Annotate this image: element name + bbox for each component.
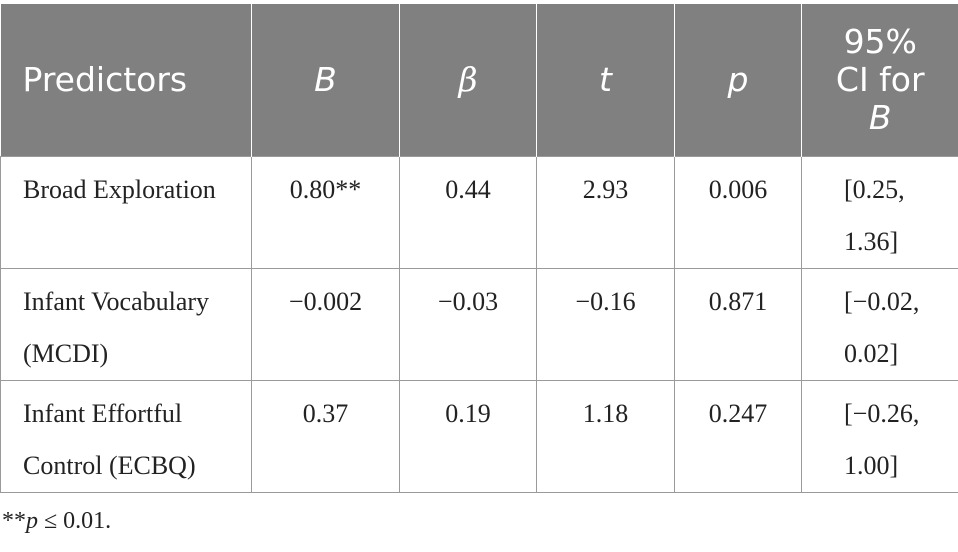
header-b: B [251,4,400,157]
cell-b: 0.80** [251,156,400,269]
footnote-text: ≤ 0.01. [38,508,112,534]
header-p: p [674,4,802,157]
header-ci-line1: 95% [843,22,917,61]
footnote-stars: ** [2,508,26,534]
header-t: t [536,4,675,157]
cell-ci-low: [−0.02, [844,287,920,316]
cell-p: 0.247 [674,380,802,493]
cell-ci-low: [0.25, [844,175,905,204]
cell-ci-high: 0.02] [844,339,899,368]
cell-ci: [−0.26, 1.00] [801,380,958,493]
cell-ci: [−0.02, 0.02] [801,268,958,381]
cell-t: 1.18 [536,380,675,493]
cell-b: 0.37 [251,380,400,493]
cell-ci-low: [−0.26, [844,399,920,428]
table-row: Infant Vocabulary (MCDI) −0.002 −0.03 −0… [0,268,958,381]
cell-p: 0.006 [674,156,802,269]
table-body: Broad Exploration 0.80** 0.44 2.93 0.006… [0,156,958,493]
cell-beta: −0.03 [399,268,537,381]
header-predictors: Predictors [0,4,252,157]
header-ci: 95% CI for B [801,4,958,157]
cell-ci: [0.25, 1.36] [801,156,958,269]
cell-beta: 0.19 [399,380,537,493]
cell-p: 0.871 [674,268,802,381]
regression-table: Predictors B β t p 95% CI for B Broad Ex… [0,4,958,493]
cell-predictor: Infant Effortful Control (ECBQ) [0,380,252,493]
header-row: Predictors B β t p 95% CI for B [0,4,958,157]
cell-t: 2.93 [536,156,675,269]
footnote-p: p [26,508,38,534]
table-row: Infant Effortful Control (ECBQ) 0.37 0.1… [0,380,958,493]
cell-predictor: Broad Exploration [0,156,252,269]
table-footnote: **p ≤ 0.01. [2,508,111,535]
cell-ci-high: 1.36] [844,227,899,256]
cell-ci-high: 1.00] [844,451,899,480]
header-beta: β [399,4,537,157]
cell-predictor: Infant Vocabulary (MCDI) [0,268,252,381]
table-row: Broad Exploration 0.80** 0.44 2.93 0.006… [0,156,958,269]
cell-b: −0.002 [251,268,400,381]
table-header: Predictors B β t p 95% CI for B [0,4,958,157]
cell-t: −0.16 [536,268,675,381]
cell-beta: 0.44 [399,156,537,269]
header-ci-line2: CI for [835,60,925,99]
header-ci-line3: B [868,98,892,137]
